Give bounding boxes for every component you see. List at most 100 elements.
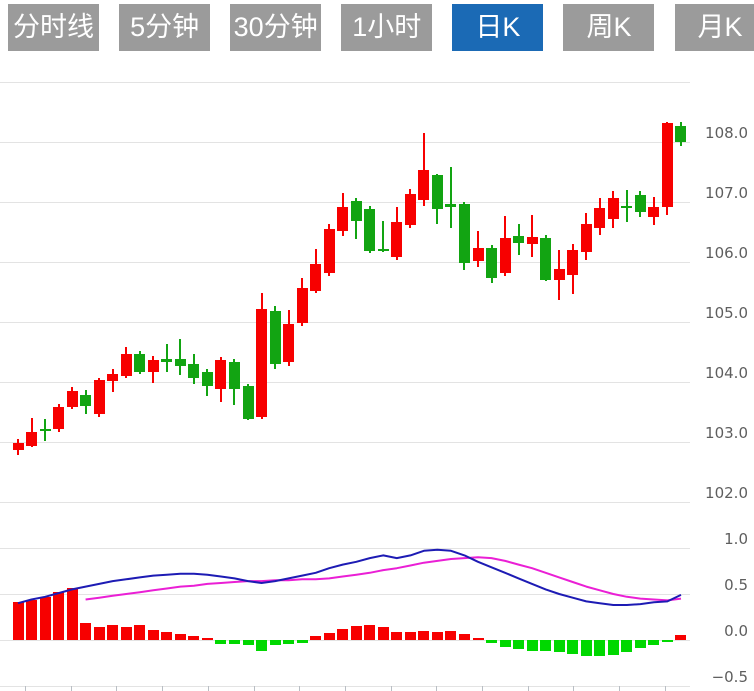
candle-body [242, 386, 254, 419]
macd-histogram-bar [607, 640, 619, 655]
macd-histogram-bar [391, 631, 403, 640]
price-gridline [0, 441, 690, 443]
price-axis-label: 104.0 [705, 364, 748, 382]
candle-body [418, 170, 430, 201]
macd-histogram-bar [445, 630, 457, 640]
macd-histogram-bar [283, 640, 295, 644]
macd-histogram-bar [296, 640, 308, 643]
candle-body [377, 248, 389, 251]
candle-body [540, 238, 552, 280]
candle-body [486, 248, 498, 279]
x-axis-tick [25, 686, 26, 691]
price-gridline [0, 141, 690, 143]
candle-wick [179, 339, 182, 376]
tab-30min[interactable]: 30分钟 [230, 4, 322, 51]
macd-axis-label: −0.5 [711, 668, 748, 686]
macd-histogram-bar [472, 638, 484, 641]
candle-wick [422, 133, 425, 206]
candle-body [634, 195, 646, 212]
x-axis-tick [436, 686, 438, 691]
price-axis-label: 108.0 [705, 124, 748, 142]
macd-histogram-bar [526, 640, 538, 652]
macd-histogram-bar [364, 625, 376, 640]
macd-histogram-bar [458, 634, 470, 640]
candle-wick [382, 220, 385, 252]
price-axis-label: 106.0 [705, 244, 748, 262]
candle-wick [449, 167, 452, 229]
macd-histogram-bar [580, 640, 592, 656]
macd-histogram-bar [567, 640, 579, 654]
tab-daily-k[interactable]: 日K [452, 4, 544, 51]
macd-histogram-bar [323, 632, 335, 640]
candle-body [391, 221, 403, 258]
price-gridline [0, 501, 690, 503]
tab-1hour[interactable]: 1小时 [341, 4, 433, 51]
candle-body [107, 374, 119, 381]
x-axis-tick [482, 686, 483, 691]
candle-body [458, 203, 470, 264]
tab-monthly-k[interactable]: 月K [674, 4, 754, 51]
macd-histogram-bar [648, 640, 660, 645]
candle-body [675, 125, 687, 142]
candle-body [283, 323, 295, 363]
macd-histogram-bar [513, 640, 525, 650]
candle-body [12, 443, 24, 451]
candle-body [661, 123, 673, 207]
price-axis-label: 102.0 [705, 484, 748, 502]
tab-weekly-k[interactable]: 周K [563, 4, 655, 51]
macd-histogram-bar [134, 625, 146, 640]
x-axis-tick [527, 686, 529, 691]
price-gridline [0, 261, 690, 263]
tab-5min[interactable]: 5分钟 [119, 4, 211, 51]
macd-histogram-bar [350, 626, 362, 640]
candle-body [120, 353, 132, 376]
candle-body [323, 229, 335, 273]
macd-histogram-bar [486, 640, 498, 643]
macd-axis-label: 1.0 [724, 530, 748, 548]
macd-histogram-bar [675, 635, 687, 640]
x-axis-tick [619, 686, 621, 691]
x-axis-tick [162, 686, 164, 691]
candle-body [472, 248, 484, 262]
price-gridline [0, 201, 690, 203]
macd-histogram-bar [53, 592, 65, 640]
candle-body [513, 236, 525, 244]
macd-histogram-bar [93, 627, 105, 640]
x-axis-tick [70, 686, 72, 691]
candle-body [526, 237, 538, 244]
tab-time-line[interactable]: 分时线 [8, 4, 99, 51]
candle-body [621, 205, 633, 208]
candle-body [607, 198, 619, 220]
candle-body [26, 431, 38, 447]
macd-histogram-bar [540, 640, 552, 652]
macd-histogram-bar [242, 640, 254, 645]
price-gridline [0, 321, 690, 323]
candle-body [445, 204, 457, 208]
dif-line [17, 548, 682, 606]
candle-body [364, 208, 376, 251]
macd-histogram-bar [661, 640, 673, 642]
macd-histogram-bar [337, 628, 349, 640]
candle-wick [531, 214, 534, 257]
macd-histogram-bar [256, 640, 268, 652]
x-axis-tick [344, 686, 346, 691]
macd-histogram-bar [66, 588, 78, 640]
candle-body [215, 360, 227, 390]
macd-histogram-bar [404, 631, 416, 640]
candle-body [431, 175, 443, 209]
period-tabbar: 分时线 5分钟 30分钟 1小时 日K 周K 月K [8, 4, 754, 51]
candle-body [648, 206, 660, 217]
x-axis-tick [207, 686, 209, 691]
macd-histogram-bar [120, 627, 132, 640]
candle-body [580, 223, 592, 252]
macd-histogram-bar [161, 631, 173, 640]
candle-body [499, 238, 511, 274]
macd-histogram-bar [107, 625, 119, 640]
candle-body [53, 406, 65, 430]
price-axis-label: 107.0 [705, 184, 748, 202]
x-axis-tick [253, 686, 255, 691]
macd-histogram-bar [12, 602, 24, 640]
candle-body [228, 361, 240, 390]
